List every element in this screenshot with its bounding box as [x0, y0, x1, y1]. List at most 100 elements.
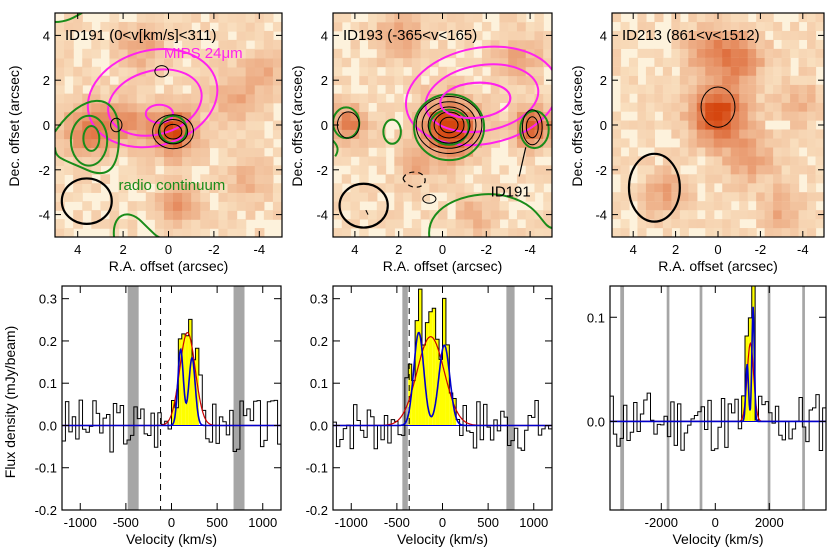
heat-pixel [773, 183, 783, 193]
heat-pixel [227, 84, 238, 95]
heat-pixel [429, 48, 439, 59]
heat-pixel [688, 66, 698, 76]
heat-pixel [341, 201, 352, 211]
heat-pixel [376, 156, 387, 166]
heat-pixel [411, 93, 422, 103]
heat-pixel [385, 84, 395, 95]
map-content [612, 13, 824, 237]
heat-pixel [227, 156, 238, 167]
heat-pixel [705, 111, 715, 121]
heat-pixel [254, 138, 265, 149]
heat-pixel [688, 147, 698, 157]
heat-pixel [645, 192, 655, 202]
heat-pixel [654, 183, 664, 193]
heat-pixel [182, 219, 192, 229]
heat-pixel [385, 102, 395, 112]
heat-pixel [612, 66, 622, 76]
heat-pixel [722, 210, 732, 220]
heat-pixel [191, 156, 201, 167]
heat-pixel [429, 129, 439, 139]
heat-pixel [376, 111, 387, 121]
heat-pixel [64, 66, 74, 77]
heat-pixel [109, 138, 120, 149]
heat-pixel [807, 84, 817, 94]
heat-pixel [254, 129, 265, 140]
heat-pixel [807, 102, 817, 112]
heat-pixel [64, 147, 74, 158]
heat-pixel [654, 48, 664, 58]
heat-pixel [182, 30, 192, 41]
heat-pixel [191, 48, 201, 59]
heat-pixel [191, 13, 201, 23]
heat-pixel [612, 48, 622, 58]
y-tick-label: 0.0 [587, 414, 605, 429]
heat-pixel [145, 120, 156, 131]
heat-pixel [200, 84, 210, 95]
heat-pixel [333, 13, 343, 23]
heat-pixel [722, 30, 732, 40]
heat-pixel [368, 111, 378, 121]
heat-pixel [82, 48, 92, 59]
heat-pixel [191, 183, 201, 193]
line-channel-fill [442, 298, 446, 426]
beam-ellipse [60, 177, 113, 225]
heat-pixel [263, 192, 274, 202]
heat-pixel [662, 120, 672, 130]
radio-contour [413, 93, 486, 162]
heat-pixel [359, 57, 369, 68]
radio-contour [55, 100, 120, 175]
heat-pixel [227, 102, 238, 113]
heat-pixel [679, 48, 689, 58]
heat-pixel [508, 93, 518, 103]
heat-pixel [245, 210, 256, 220]
heat-pixel [679, 30, 689, 40]
heat-pixel [91, 156, 101, 167]
heat-pixel [730, 129, 740, 139]
heat-pixel [713, 66, 723, 76]
heat-pixel [191, 57, 201, 68]
heat-pixel [236, 57, 247, 68]
heat-pixel [368, 66, 378, 77]
heat-pixel [730, 57, 740, 67]
heat-pixel [350, 111, 360, 121]
heat-pixel [637, 210, 647, 220]
heat-pixel [790, 102, 800, 112]
heat-pixel [490, 174, 501, 184]
heat-pixel [136, 48, 147, 59]
heat-pixel [473, 57, 483, 68]
heat-pixel [620, 156, 630, 166]
heat-pixel [464, 219, 474, 229]
heat-pixel [473, 156, 483, 166]
heat-pixel [359, 75, 369, 86]
heat-pixel [815, 111, 824, 121]
heat-pixel [473, 93, 483, 103]
heat-pixel [145, 111, 156, 122]
heat-pixel [705, 48, 715, 58]
heat-pixel [200, 75, 210, 86]
heat-pixel [628, 66, 639, 76]
heat-pixel [245, 183, 256, 193]
heat-pixel [516, 30, 527, 41]
heat-pixel [136, 174, 147, 184]
map-annotation: radio continuum [119, 177, 226, 194]
heat-pixel [722, 57, 732, 67]
y-tick-label: -2 [595, 163, 607, 178]
heat-pixel [756, 120, 766, 130]
heat-pixel [807, 228, 817, 237]
line-channel-fill [425, 322, 429, 426]
heat-pixel [350, 147, 360, 157]
heat-pixel [55, 192, 65, 202]
heat-pixel [254, 201, 265, 211]
heat-pixel [654, 219, 664, 229]
heat-pixel [747, 156, 757, 166]
heat-pixel [705, 129, 715, 139]
beam-ellipse [627, 152, 681, 223]
heat-pixel [490, 111, 501, 121]
heat-pixel [662, 192, 672, 202]
heat-pixel [722, 93, 732, 103]
heat-pixel [394, 201, 404, 211]
heat-pixel [508, 21, 518, 32]
heat-pixel [815, 84, 824, 94]
heat-pixel [91, 183, 101, 193]
